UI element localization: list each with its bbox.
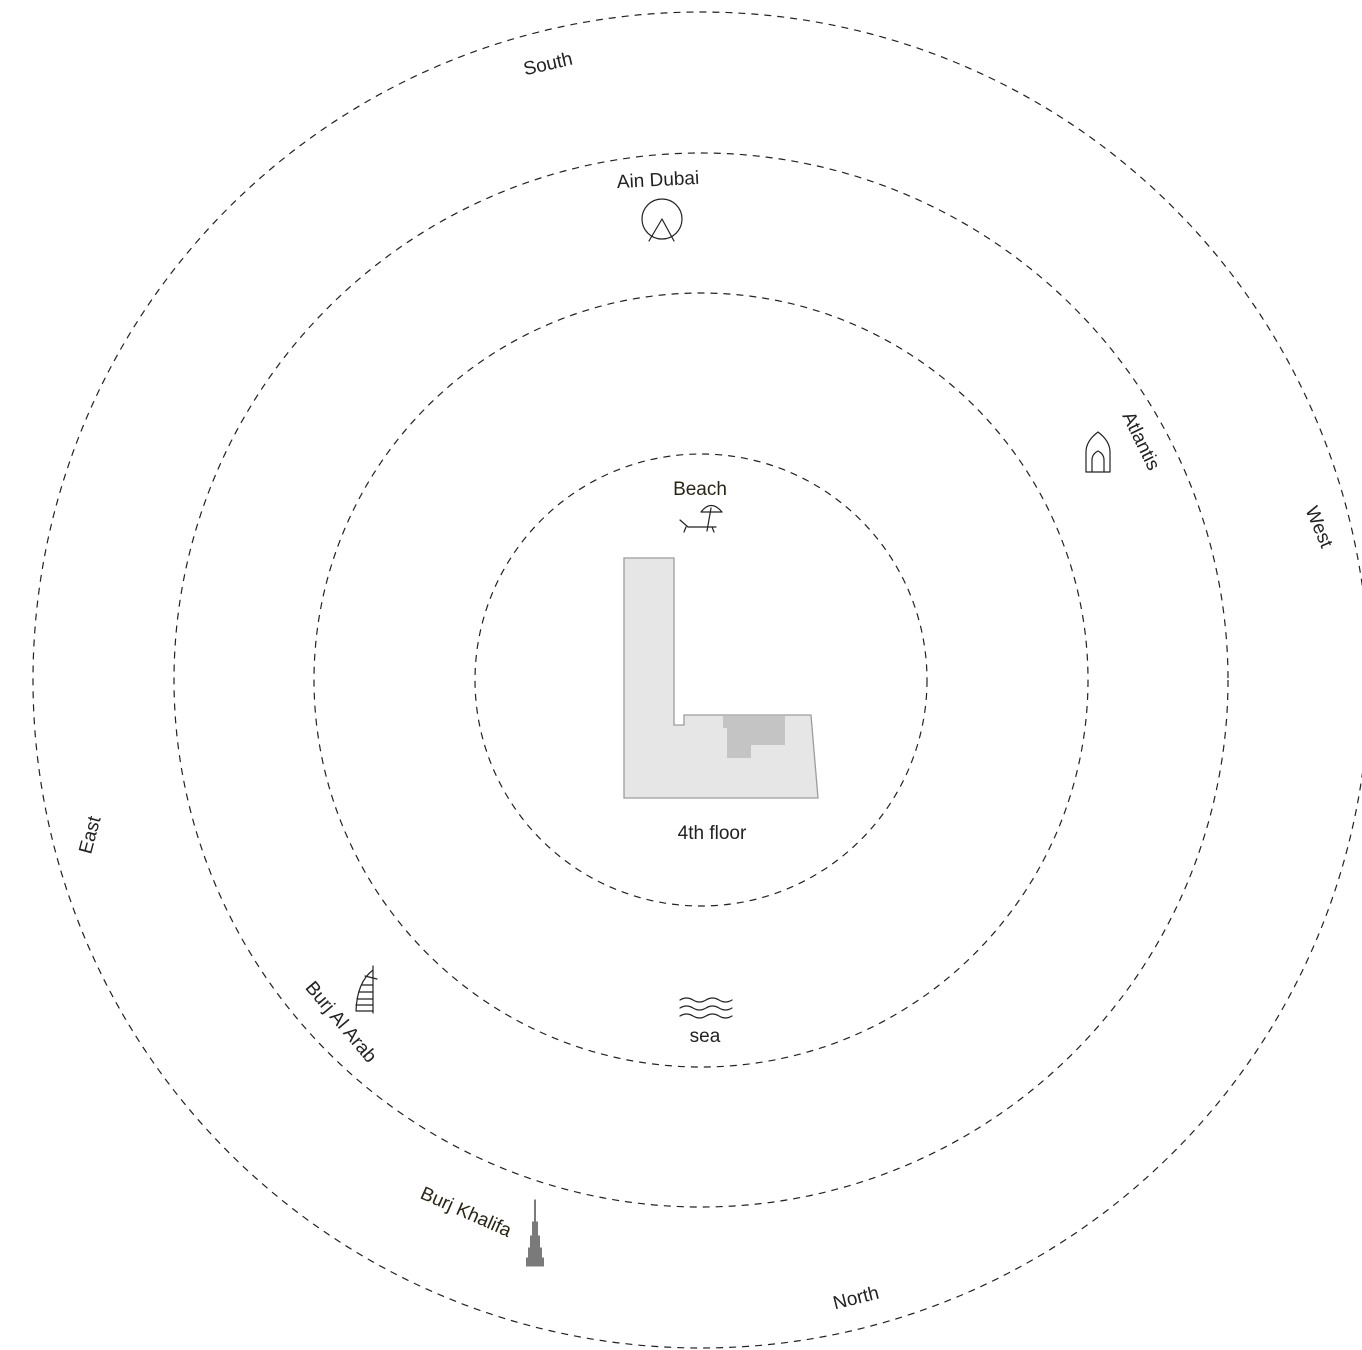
beach-label: Beach [673,479,727,500]
building-plan [623,557,819,799]
ring-4 [32,11,1362,1349]
sea-label: sea [690,1026,721,1047]
atlantis-label: Atlantis [1117,409,1163,474]
burj-khalifa-label: Burj Khalifa [417,1183,515,1242]
ain-dubai-label: Ain Dubai [616,168,699,193]
atlantis-arch-icon [1085,431,1111,473]
ring-3 [173,152,1229,1208]
direction-east: East [75,813,105,856]
burj-al-arab-label: Burj Al Arab [301,978,381,1068]
apartment-highlight [723,716,785,758]
waves-icon [679,997,733,1019]
direction-north: North [831,1283,881,1315]
building-footprint [623,557,819,799]
distance-rings [32,11,1362,1349]
direction-south: South [522,49,575,81]
floor-label: 4th floor [678,823,747,844]
burj-al-arab-icon [355,965,378,1014]
direction-west: West [1300,503,1336,551]
burj-khalifa-icon [526,1199,544,1267]
ring-2 [313,292,1089,1068]
beach-umbrella-icon [679,504,723,533]
ring-1 [474,453,928,907]
ferris-wheel-icon [641,198,683,242]
